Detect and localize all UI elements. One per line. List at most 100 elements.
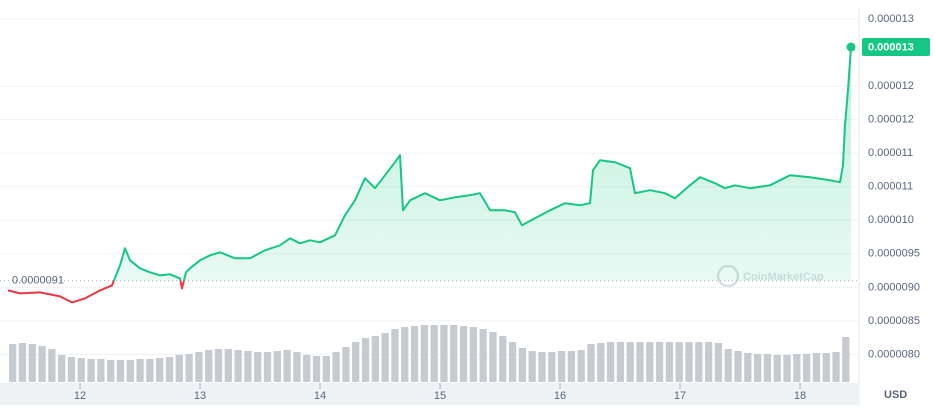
- volume-bar: [822, 353, 830, 382]
- volume-bar: [548, 352, 556, 382]
- volume-bar: [606, 342, 615, 382]
- volume-bar: [616, 342, 625, 382]
- volume-bar: [87, 359, 95, 382]
- volume-bar: [587, 344, 595, 382]
- y-tick-label: 0.000011: [868, 147, 913, 159]
- volume-bar: [567, 351, 576, 382]
- y-tick-label: 0.0000095: [868, 248, 920, 260]
- volume-bar: [263, 352, 272, 382]
- volume-bar: [753, 354, 762, 382]
- x-tick-label: 12: [74, 390, 86, 402]
- price-line: [112, 46, 852, 281]
- volume-bar: [77, 358, 85, 382]
- volume-bar: [802, 354, 811, 382]
- volume-bar: [391, 329, 399, 382]
- volume-bar: [538, 352, 546, 382]
- volume-bar: [352, 342, 360, 382]
- x-axis-band: [0, 383, 858, 405]
- volume-bar: [234, 350, 242, 382]
- volume-bar: [224, 349, 232, 382]
- last-point: [846, 42, 856, 52]
- x-tick-label: 18: [794, 390, 806, 402]
- volume-bar: [273, 351, 281, 382]
- volume-bar: [48, 349, 56, 382]
- volume-bar: [401, 327, 409, 382]
- volume-bar: [430, 325, 438, 382]
- volume-bar: [116, 360, 125, 382]
- y-tick-label: 0.000012: [868, 80, 914, 92]
- volume-bar: [577, 350, 585, 382]
- volume-bar: [793, 354, 801, 382]
- volume-bar: [685, 342, 693, 382]
- volume-bar: [371, 336, 379, 382]
- volume-bar: [283, 350, 291, 382]
- volume-bar: [38, 346, 46, 382]
- volume-bar: [704, 342, 713, 382]
- volume-bar: [744, 353, 752, 382]
- y-tick-label: 0.000012: [868, 114, 914, 126]
- x-tick-label: 14: [314, 390, 326, 402]
- volume-bar: [107, 360, 115, 382]
- volume-bar: [450, 325, 458, 382]
- volume-bar: [675, 342, 683, 382]
- x-tick-label: 17: [674, 390, 686, 402]
- volume-bar: [842, 337, 850, 382]
- volume-bar: [636, 342, 644, 382]
- volume-bar: [763, 354, 772, 382]
- y-tick-label: 0.0000080: [868, 348, 920, 360]
- volume-bar: [518, 348, 527, 382]
- volume-bar: [381, 333, 389, 382]
- area: [113, 47, 851, 281]
- volume-bar: [195, 352, 203, 382]
- volume-bar: [714, 343, 723, 382]
- volume-bar: [459, 326, 468, 382]
- volume-bar: [528, 351, 536, 382]
- volume-bar: [175, 355, 183, 382]
- volume-bar: [420, 325, 428, 382]
- volume-bar: [489, 332, 497, 382]
- volume-bar: [9, 344, 17, 382]
- volume-bar: [342, 347, 350, 382]
- volume-bar: [185, 354, 193, 382]
- volume-bar: [244, 351, 252, 382]
- x-tick-label: 13: [194, 390, 206, 402]
- volume-bar: [136, 359, 144, 382]
- volume-bar: [597, 343, 605, 382]
- volume-bar: [58, 355, 66, 382]
- volume-bar: [783, 355, 791, 382]
- volume-bar: [205, 350, 213, 382]
- volume-bar: [832, 352, 840, 382]
- y-tick-label: 0.000013: [868, 13, 914, 25]
- volume-bar: [126, 360, 134, 382]
- volume-bar: [293, 352, 301, 382]
- volume-bar: [812, 353, 821, 382]
- volume-bar: [724, 349, 732, 382]
- volume-bar: [97, 359, 105, 382]
- volume-bar: [146, 359, 154, 382]
- volume-bar: [440, 325, 448, 382]
- price-badge: [862, 38, 930, 57]
- volume-bar: [312, 356, 321, 382]
- volume-bar: [165, 357, 174, 382]
- y-tick-label: 0.0000085: [868, 315, 920, 327]
- volume-bar: [508, 342, 517, 382]
- volume-bar: [557, 351, 566, 382]
- volume-bar: [254, 352, 262, 382]
- y-tick-label: 0.0000090: [868, 281, 920, 293]
- volume-bar: [28, 344, 36, 382]
- volume-bar: [18, 343, 27, 382]
- volume-bar: [332, 352, 340, 382]
- volume-bar: [479, 329, 487, 382]
- volume-bar: [322, 356, 330, 382]
- volume-bar: [655, 342, 664, 382]
- y-tick-label: 0.000011: [868, 181, 913, 193]
- volume-bar: [626, 342, 634, 382]
- y-tick-label: 0.000010: [868, 214, 914, 226]
- volume-bar: [156, 358, 164, 382]
- volume-bar: [67, 357, 76, 382]
- volume-bar: [214, 349, 223, 382]
- volume-bar: [695, 342, 703, 382]
- reference-label: 0.0000091: [12, 275, 64, 287]
- y-axis-label: USD: [884, 389, 907, 401]
